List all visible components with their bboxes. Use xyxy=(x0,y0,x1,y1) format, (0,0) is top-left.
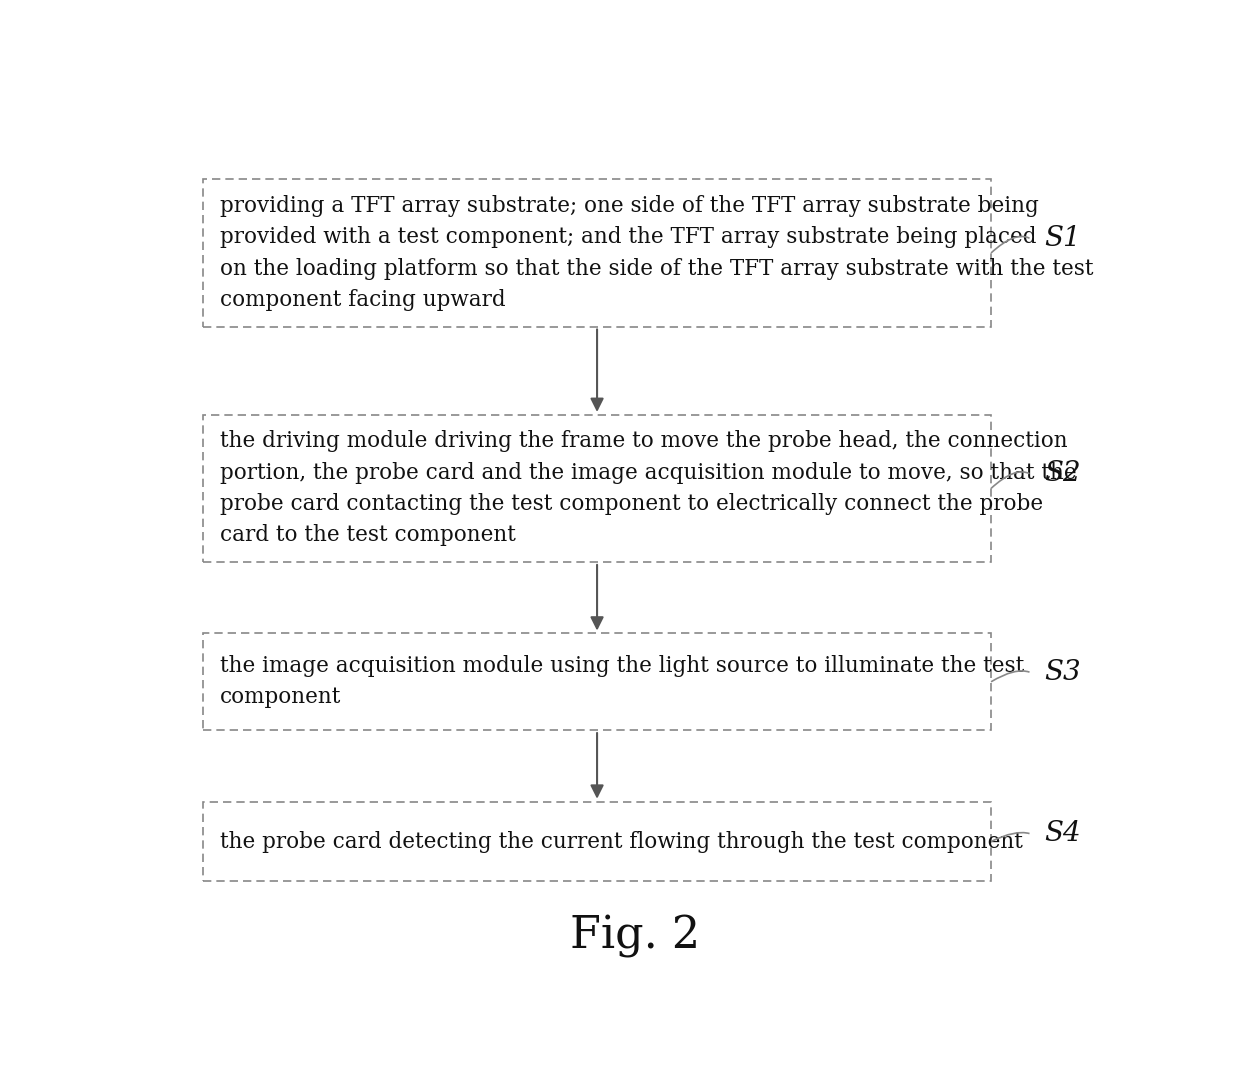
Text: the driving module driving the frame to move the probe head, the connection
port: the driving module driving the frame to … xyxy=(221,430,1078,546)
Bar xyxy=(203,179,991,327)
Text: the image acquisition module using the light source to illuminate the test
compo: the image acquisition module using the l… xyxy=(221,655,1024,709)
Text: S1: S1 xyxy=(1044,225,1080,252)
Text: the probe card detecting the current flowing through the test component: the probe card detecting the current flo… xyxy=(221,831,1023,853)
Text: Fig. 2: Fig. 2 xyxy=(570,915,701,958)
Text: S4: S4 xyxy=(1044,820,1080,847)
Bar xyxy=(203,415,991,562)
Bar xyxy=(203,802,991,881)
Text: S2: S2 xyxy=(1044,460,1080,487)
Text: S3: S3 xyxy=(1044,658,1080,686)
Text: providing a TFT array substrate; one side of the TFT array substrate being
provi: providing a TFT array substrate; one sid… xyxy=(221,195,1094,311)
Bar xyxy=(203,633,991,731)
